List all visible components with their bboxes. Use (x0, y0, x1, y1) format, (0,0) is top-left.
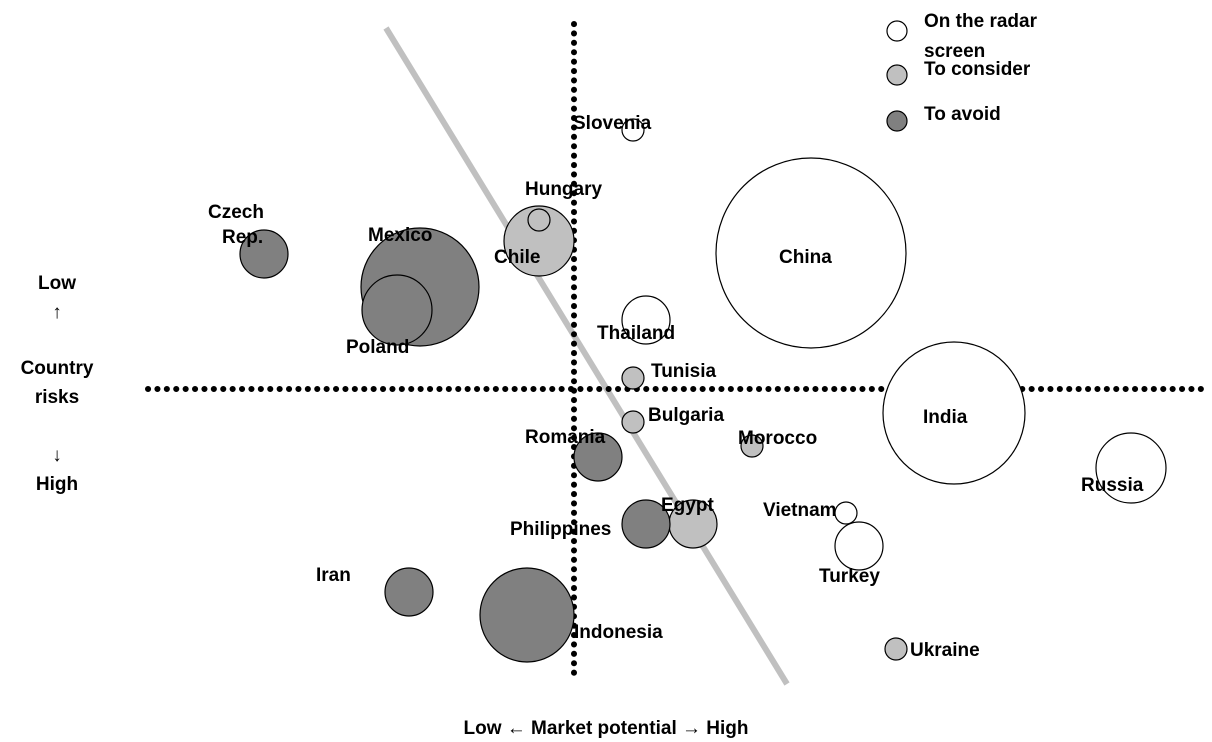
bubble-hungary (527, 208, 551, 232)
legend-swatch-radar (886, 20, 908, 42)
bubble-vietnam (834, 501, 858, 525)
bubble-india (882, 341, 1026, 485)
label-chile: Chile (494, 247, 540, 268)
label-czech-rep: Czech Rep. (208, 202, 264, 248)
legend-swatch-consider (886, 64, 908, 86)
label-bulgaria: Bulgaria (648, 405, 724, 426)
legend-swatch-avoid (886, 110, 908, 132)
bubble-china (715, 157, 907, 349)
bubble-tunisia (621, 366, 645, 390)
label-mexico: Mexico (368, 225, 432, 246)
label-egypt: Egypt (661, 495, 714, 516)
label-romania: Romania (525, 427, 606, 448)
y-axis-title-line1: Country (21, 358, 94, 379)
label-turkey: Turkey (819, 566, 880, 587)
label-india: India (923, 407, 968, 428)
y-axis-bottom-label: High (36, 474, 78, 495)
y-axis-down-arrow: ↓ (52, 445, 62, 466)
bubble-slovenia (621, 118, 645, 142)
label-layer: Slovenia China Thailand India Russia Vietnam T… (208, 113, 1144, 661)
y-axis-up-arrow: ↑ (52, 302, 62, 323)
label-indonesia: Indonesia (574, 622, 663, 643)
legend-label-radar-line1: On the radar (924, 11, 1038, 32)
bubble-czech-rep (239, 229, 289, 279)
y-axis-top-label: Low (38, 273, 76, 294)
label-hungary: Hungary (525, 179, 603, 200)
legend: On the radar screen To consider To avoid (886, 11, 1038, 132)
bubble-bulgaria (621, 410, 645, 434)
label-ukraine: Ukraine (910, 640, 980, 661)
label-vietnam: Vietnam (763, 500, 837, 521)
bubble-turkey (834, 521, 884, 571)
label-thailand: Thailand (597, 323, 675, 344)
bubble-morocco (740, 434, 764, 458)
legend-label-avoid: To avoid (924, 104, 1001, 125)
label-morocco: Morocco (738, 428, 817, 449)
label-iran: Iran (316, 565, 351, 586)
bubble-layer (239, 118, 1167, 663)
x-axis-label: Low ← Market potential → High (463, 718, 748, 739)
diagonal-divider-line (383, 26, 790, 686)
label-philippines: Philippines (510, 519, 611, 540)
bubble-russia (1095, 432, 1167, 504)
label-russia: Russia (1081, 475, 1144, 496)
label-poland: Poland (346, 337, 409, 358)
bubble-iran (384, 567, 434, 617)
y-axis-title-line2: risks (35, 387, 79, 408)
legend-label-consider: To consider (924, 59, 1031, 80)
bubble-romania (573, 432, 623, 482)
y-axis-label: Low ↑ Country risks ↓ High (21, 273, 94, 495)
legend-label-radar-line2: screen (924, 41, 985, 62)
bubble-indonesia (479, 567, 575, 663)
label-slovenia: Slovenia (573, 113, 652, 134)
bubble-poland (361, 274, 433, 346)
bubble-thailand (621, 295, 671, 345)
bubble-ukraine (884, 637, 908, 661)
label-china: China (779, 247, 832, 268)
label-tunisia: Tunisia (651, 361, 717, 382)
bubble-chile (503, 205, 575, 277)
bubble-philippines (621, 499, 671, 549)
